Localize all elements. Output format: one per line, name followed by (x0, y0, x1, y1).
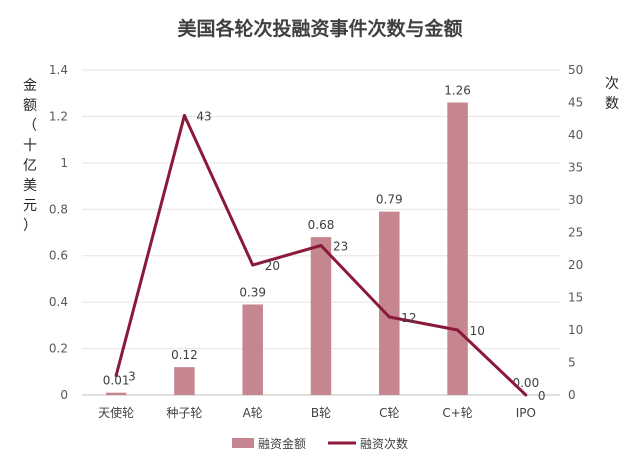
line-point (524, 393, 528, 397)
chart-title: 美国各轮次投融资事件次数与金额 (177, 17, 462, 40)
bar-series (105, 102, 468, 395)
x-category-label: 种子轮 (166, 406, 202, 420)
x-category-label: C轮 (379, 406, 399, 420)
bar-label: 1.26 (444, 84, 471, 98)
y-tick-right: 15 (568, 291, 583, 305)
y-tick-left: 0.8 (49, 202, 68, 216)
y-tick-right: 50 (568, 63, 583, 77)
line-point (319, 244, 323, 247)
bar (242, 304, 263, 395)
bar-label: 0.12 (171, 348, 198, 362)
line-point (114, 374, 118, 377)
y-axis-left-title-char: 元 (23, 198, 37, 214)
line-point (456, 328, 460, 332)
y-axis-left-ticks: 0 0.2 0.4 0.6 0.8 1 1.2 1.4 (49, 63, 68, 402)
y-tick-left: 1.4 (49, 63, 68, 77)
y-tick-left: 0 (60, 388, 68, 402)
y-tick-right: 10 (568, 323, 583, 337)
x-axis-categories: 天使轮 种子轮 A轮 B轮 C轮 C+轮 IPO (98, 405, 536, 420)
bar-label: 0.00 (512, 376, 539, 390)
y-tick-left: 0.6 (49, 249, 68, 263)
bar-label: 0.39 (239, 285, 266, 299)
x-category-label: 天使轮 (98, 405, 134, 420)
y-axis-right-title-char: 数 (605, 96, 619, 112)
y-tick-right: 20 (568, 258, 583, 272)
bar-label: 0.01 (103, 374, 130, 388)
bar (379, 211, 400, 395)
bar (174, 367, 195, 395)
y-axis-left-title-char: （ (23, 118, 37, 134)
legend-swatch-bar (232, 438, 254, 448)
bar (310, 237, 332, 395)
legend-label-line: 融资次数 (360, 436, 408, 451)
x-category-label: C+轮 (442, 406, 472, 420)
line-label: 12 (401, 311, 416, 325)
line-label: 23 (333, 240, 348, 254)
y-tick-right: 35 (568, 161, 583, 175)
bar (447, 102, 468, 395)
y-tick-left: 0.2 (49, 342, 68, 356)
line-series (114, 114, 528, 397)
line-point (387, 315, 391, 319)
y-tick-left: 0.4 (49, 295, 68, 309)
line-label: 3 (128, 370, 136, 384)
legend-label-bar: 融资金额 (258, 436, 306, 451)
legend: 融资金额 融资次数 (232, 436, 408, 451)
bar (105, 392, 127, 395)
y-tick-right: 5 (568, 356, 576, 370)
y-tick-right: 0 (568, 388, 576, 402)
y-axis-right-ticks: 0 5 10 15 20 25 30 35 40 45 50 (568, 63, 583, 402)
y-tick-left: 1 (60, 156, 68, 170)
line-label: 20 (265, 259, 280, 273)
line-point (182, 114, 186, 117)
y-axis-left-title-char: 金 (23, 78, 37, 94)
line-label: 10 (470, 324, 485, 338)
y-tick-left: 1.2 (49, 109, 68, 123)
x-category-label: IPO (516, 406, 536, 420)
y-axis-left-title-char: ） (23, 218, 37, 234)
y-axis-left-title-char: 美 (23, 178, 37, 194)
bar-label: 0.79 (376, 193, 403, 207)
y-axis-left-title-char: 额 (23, 98, 37, 114)
y-tick-right: 45 (568, 96, 583, 110)
bar-data-labels: 0.01 0.12 0.39 0.68 0.79 1.26 0.00 (103, 84, 539, 391)
y-axis-right-title-char: 次 (605, 76, 619, 92)
y-tick-right: 30 (568, 193, 583, 207)
bar-label: 0.68 (308, 218, 335, 232)
x-category-label: B轮 (311, 406, 331, 420)
line-data-labels: 3 43 20 23 12 10 0 (128, 110, 545, 404)
line-label: 43 (196, 110, 211, 124)
y-axis-left-title-char: 亿 (23, 158, 37, 174)
line-point (251, 263, 255, 267)
line-label: 0 (538, 389, 546, 403)
y-axis-left-title-char: 十 (23, 138, 37, 154)
y-axis-right-title: 次数 (605, 76, 619, 112)
y-tick-right: 40 (568, 128, 583, 142)
x-category-label: A轮 (243, 406, 263, 420)
y-tick-right: 25 (568, 226, 583, 240)
